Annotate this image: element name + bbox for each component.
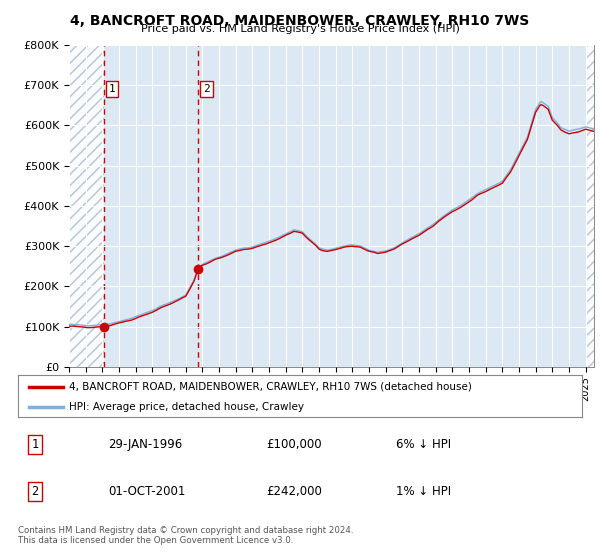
Text: HPI: Average price, detached house, Crawley: HPI: Average price, detached house, Craw… [69,402,304,412]
Text: £100,000: £100,000 [266,438,322,451]
Text: 6% ↓ HPI: 6% ↓ HPI [396,438,451,451]
Text: Contains HM Land Registry data © Crown copyright and database right 2024.: Contains HM Land Registry data © Crown c… [18,526,353,535]
Text: 2: 2 [203,84,210,94]
Text: 01-OCT-2001: 01-OCT-2001 [108,485,185,498]
Bar [587,45,594,367]
Bar [69,45,104,367]
Text: £242,000: £242,000 [266,485,322,498]
Text: 4, BANCROFT ROAD, MAIDENBOWER, CRAWLEY, RH10 7WS: 4, BANCROFT ROAD, MAIDENBOWER, CRAWLEY, … [70,14,530,28]
Text: 1: 1 [109,84,115,94]
Text: 2: 2 [31,485,38,498]
Text: 29-JAN-1996: 29-JAN-1996 [108,438,182,451]
Text: 4, BANCROFT ROAD, MAIDENBOWER, CRAWLEY, RH10 7WS (detached house): 4, BANCROFT ROAD, MAIDENBOWER, CRAWLEY, … [69,382,472,392]
Text: This data is licensed under the Open Government Licence v3.0.: This data is licensed under the Open Gov… [18,536,293,545]
Text: Price paid vs. HM Land Registry's House Price Index (HPI): Price paid vs. HM Land Registry's House … [140,24,460,34]
Text: 1: 1 [31,438,38,451]
Text: 1% ↓ HPI: 1% ↓ HPI [396,485,451,498]
